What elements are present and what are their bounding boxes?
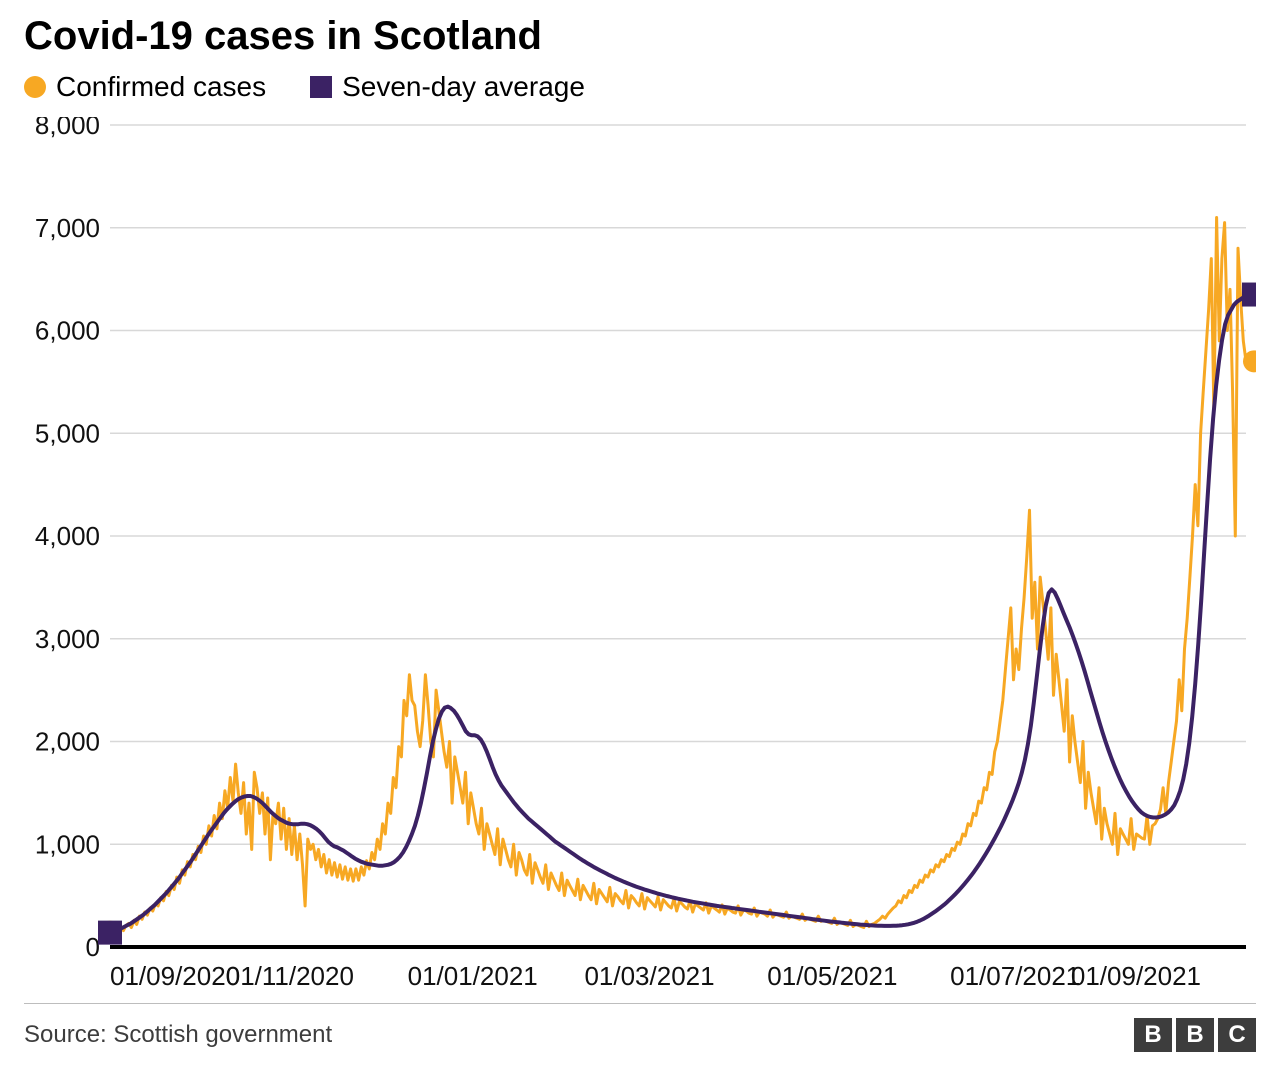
chart-svg: 0 1,000 2,000 3,000 4,000 5,000 6,000 7,000 8,00…	[24, 117, 1256, 997]
svg-text:01/05/2021: 01/05/2021	[767, 961, 897, 991]
brand-letter: C	[1218, 1018, 1256, 1052]
legend: Confirmed cases Seven-day average	[24, 71, 1256, 103]
svg-text:3,000: 3,000	[35, 624, 100, 654]
svg-text:01/09/2021: 01/09/2021	[1071, 961, 1201, 991]
legend-item-confirmed: Confirmed cases	[24, 71, 266, 103]
footer: Source: Scottish government B B C	[24, 1003, 1256, 1070]
chart-title: Covid-19 cases in Scotland	[24, 14, 1256, 59]
svg-text:5,000: 5,000	[35, 418, 100, 448]
brand-logo: B B C	[1134, 1018, 1256, 1052]
source-label: Source: Scottish government	[24, 1021, 332, 1049]
svg-text:0: 0	[86, 932, 100, 962]
legend-item-sevenday: Seven-day average	[310, 71, 585, 103]
chart-container: Covid-19 cases in Scotland Confirmed cas…	[0, 0, 1280, 1056]
svg-text:01/03/2021: 01/03/2021	[584, 961, 714, 991]
svg-text:01/01/2021: 01/01/2021	[408, 961, 538, 991]
brand-letter: B	[1134, 1018, 1172, 1052]
brand-letter: B	[1176, 1018, 1214, 1052]
legend-marker-circle	[24, 76, 46, 98]
legend-marker-square	[310, 76, 332, 98]
svg-text:1,000: 1,000	[35, 829, 100, 859]
legend-label: Seven-day average	[342, 71, 585, 103]
svg-text:2,000: 2,000	[35, 727, 100, 757]
svg-text:6,000: 6,000	[35, 316, 100, 346]
svg-text:01/11/2020: 01/11/2020	[226, 961, 354, 991]
svg-text:01/09/2020: 01/09/2020	[110, 961, 240, 991]
svg-text:8,000: 8,000	[35, 117, 100, 140]
chart-plot-area: 0 1,000 2,000 3,000 4,000 5,000 6,000 7,000 8,00…	[24, 117, 1256, 997]
svg-text:01/07/2021: 01/07/2021	[950, 961, 1080, 991]
svg-text:7,000: 7,000	[35, 213, 100, 243]
legend-label: Confirmed cases	[56, 71, 266, 103]
svg-text:4,000: 4,000	[35, 521, 100, 551]
